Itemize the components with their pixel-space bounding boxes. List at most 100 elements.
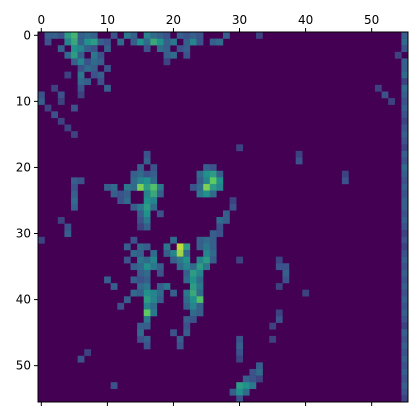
heatmap-cell (143, 38, 151, 46)
heatmap-cell (64, 230, 72, 238)
heatmap-cell (137, 269, 144, 277)
heatmap-cell (295, 150, 303, 158)
heatmap-cell (84, 78, 92, 86)
heatmap-cell (150, 177, 158, 185)
heatmap-cell (137, 164, 144, 171)
heatmap-cell (77, 78, 85, 86)
heatmap-cell (196, 38, 204, 46)
heatmap-cell (97, 71, 105, 79)
heatmap-cell (242, 388, 250, 396)
heatmap-cell (97, 38, 105, 46)
heatmap-cell (163, 32, 171, 39)
heatmap-cell (394, 51, 402, 59)
heatmap-cell (401, 38, 409, 46)
heatmap-cell (117, 302, 125, 310)
heatmap-cell (401, 382, 409, 389)
heatmap-cell (401, 230, 409, 238)
heatmap-cell (71, 104, 78, 112)
heatmap-cell (143, 342, 151, 350)
heatmap-cell (150, 309, 158, 317)
heatmap-cell (150, 190, 158, 198)
heatmap-cell (71, 203, 78, 211)
heatmap-cell (137, 289, 144, 297)
heatmap-cell (170, 289, 177, 297)
heatmap-cell (401, 65, 409, 72)
heatmap-cell (176, 256, 184, 264)
heatmap-cell (236, 395, 244, 403)
heatmap-cell (156, 289, 164, 297)
heatmap-cell (38, 98, 45, 105)
heatmap-cell (236, 144, 244, 152)
heatmap-cell (97, 51, 105, 59)
x-tick-label: 30 (232, 13, 247, 27)
heatmap-cell (130, 32, 138, 39)
heatmap-cell (401, 210, 409, 218)
heatmap-cell (236, 256, 244, 264)
heatmap-cell (401, 45, 409, 53)
heatmap-cell (90, 58, 98, 66)
heatmap-cell (401, 375, 409, 383)
heatmap-cell (401, 289, 409, 297)
heatmap-cell (150, 302, 158, 310)
heatmap-cell (216, 183, 224, 191)
heatmap-cell (275, 256, 283, 264)
heatmap-cell (90, 51, 98, 59)
heatmap-cell (170, 329, 177, 337)
heatmap-cell (57, 117, 65, 125)
heatmap-cell (123, 197, 131, 204)
heatmap-cell (183, 250, 191, 257)
heatmap-cell (130, 170, 138, 178)
heatmap-cell (137, 276, 144, 284)
heatmap-cell (123, 243, 131, 251)
heatmap-cell (64, 124, 72, 132)
heatmap-cell (150, 296, 158, 304)
heatmap-cell (196, 276, 204, 284)
heatmap-cell (137, 329, 144, 337)
heatmap-cell (401, 276, 409, 284)
heatmap-cell (156, 296, 164, 304)
heatmap-cell (189, 296, 197, 304)
heatmap-cell (189, 316, 197, 323)
heatmap-cell (209, 183, 217, 191)
heatmap-cell (163, 283, 171, 290)
heatmap-cell (57, 45, 65, 53)
heatmap-cell (203, 177, 210, 185)
y-tick-label: 40 (16, 293, 31, 307)
heatmap-cell (143, 243, 151, 251)
y-tick-label: 20 (16, 160, 31, 174)
heatmap-cell (77, 45, 85, 53)
heatmap-cell (282, 276, 290, 284)
heatmap-cell (236, 382, 244, 389)
heatmap-cell (123, 32, 131, 39)
heatmap-cell (71, 45, 78, 53)
heatmap-cell (143, 296, 151, 304)
heatmap-cell (176, 250, 184, 257)
heatmap-cell (64, 32, 72, 39)
heatmap-cell (163, 58, 171, 66)
heatmap-cell (90, 65, 98, 72)
heatmap-cell (401, 329, 409, 337)
heatmap-cell (203, 250, 210, 257)
heatmap-cell (143, 183, 151, 191)
heatmap-cell (183, 296, 191, 304)
heatmap-cell (84, 38, 92, 46)
heatmap-cell (401, 144, 409, 152)
x-tick-label: 50 (364, 13, 379, 27)
heatmap-cell (156, 269, 164, 277)
heatmap-cell (196, 236, 204, 244)
heatmap-cell (381, 91, 389, 99)
heatmap-cell (236, 335, 244, 343)
heatmap-cell (189, 302, 197, 310)
heatmap-cell (97, 58, 105, 66)
heatmap-cell (302, 289, 310, 297)
heatmap-cell (104, 84, 111, 92)
heatmap-cell (130, 177, 138, 185)
heatmap-cell (143, 217, 151, 224)
heatmap-cell (401, 170, 409, 178)
heatmap-cell (97, 78, 105, 86)
x-axis-ticks: 0 10 20 30 40 50 (37, 13, 379, 406)
heatmap-cell (150, 289, 158, 297)
heatmap-cell (51, 84, 59, 92)
heatmap-cell (163, 250, 171, 257)
heatmap-cell (203, 164, 210, 171)
